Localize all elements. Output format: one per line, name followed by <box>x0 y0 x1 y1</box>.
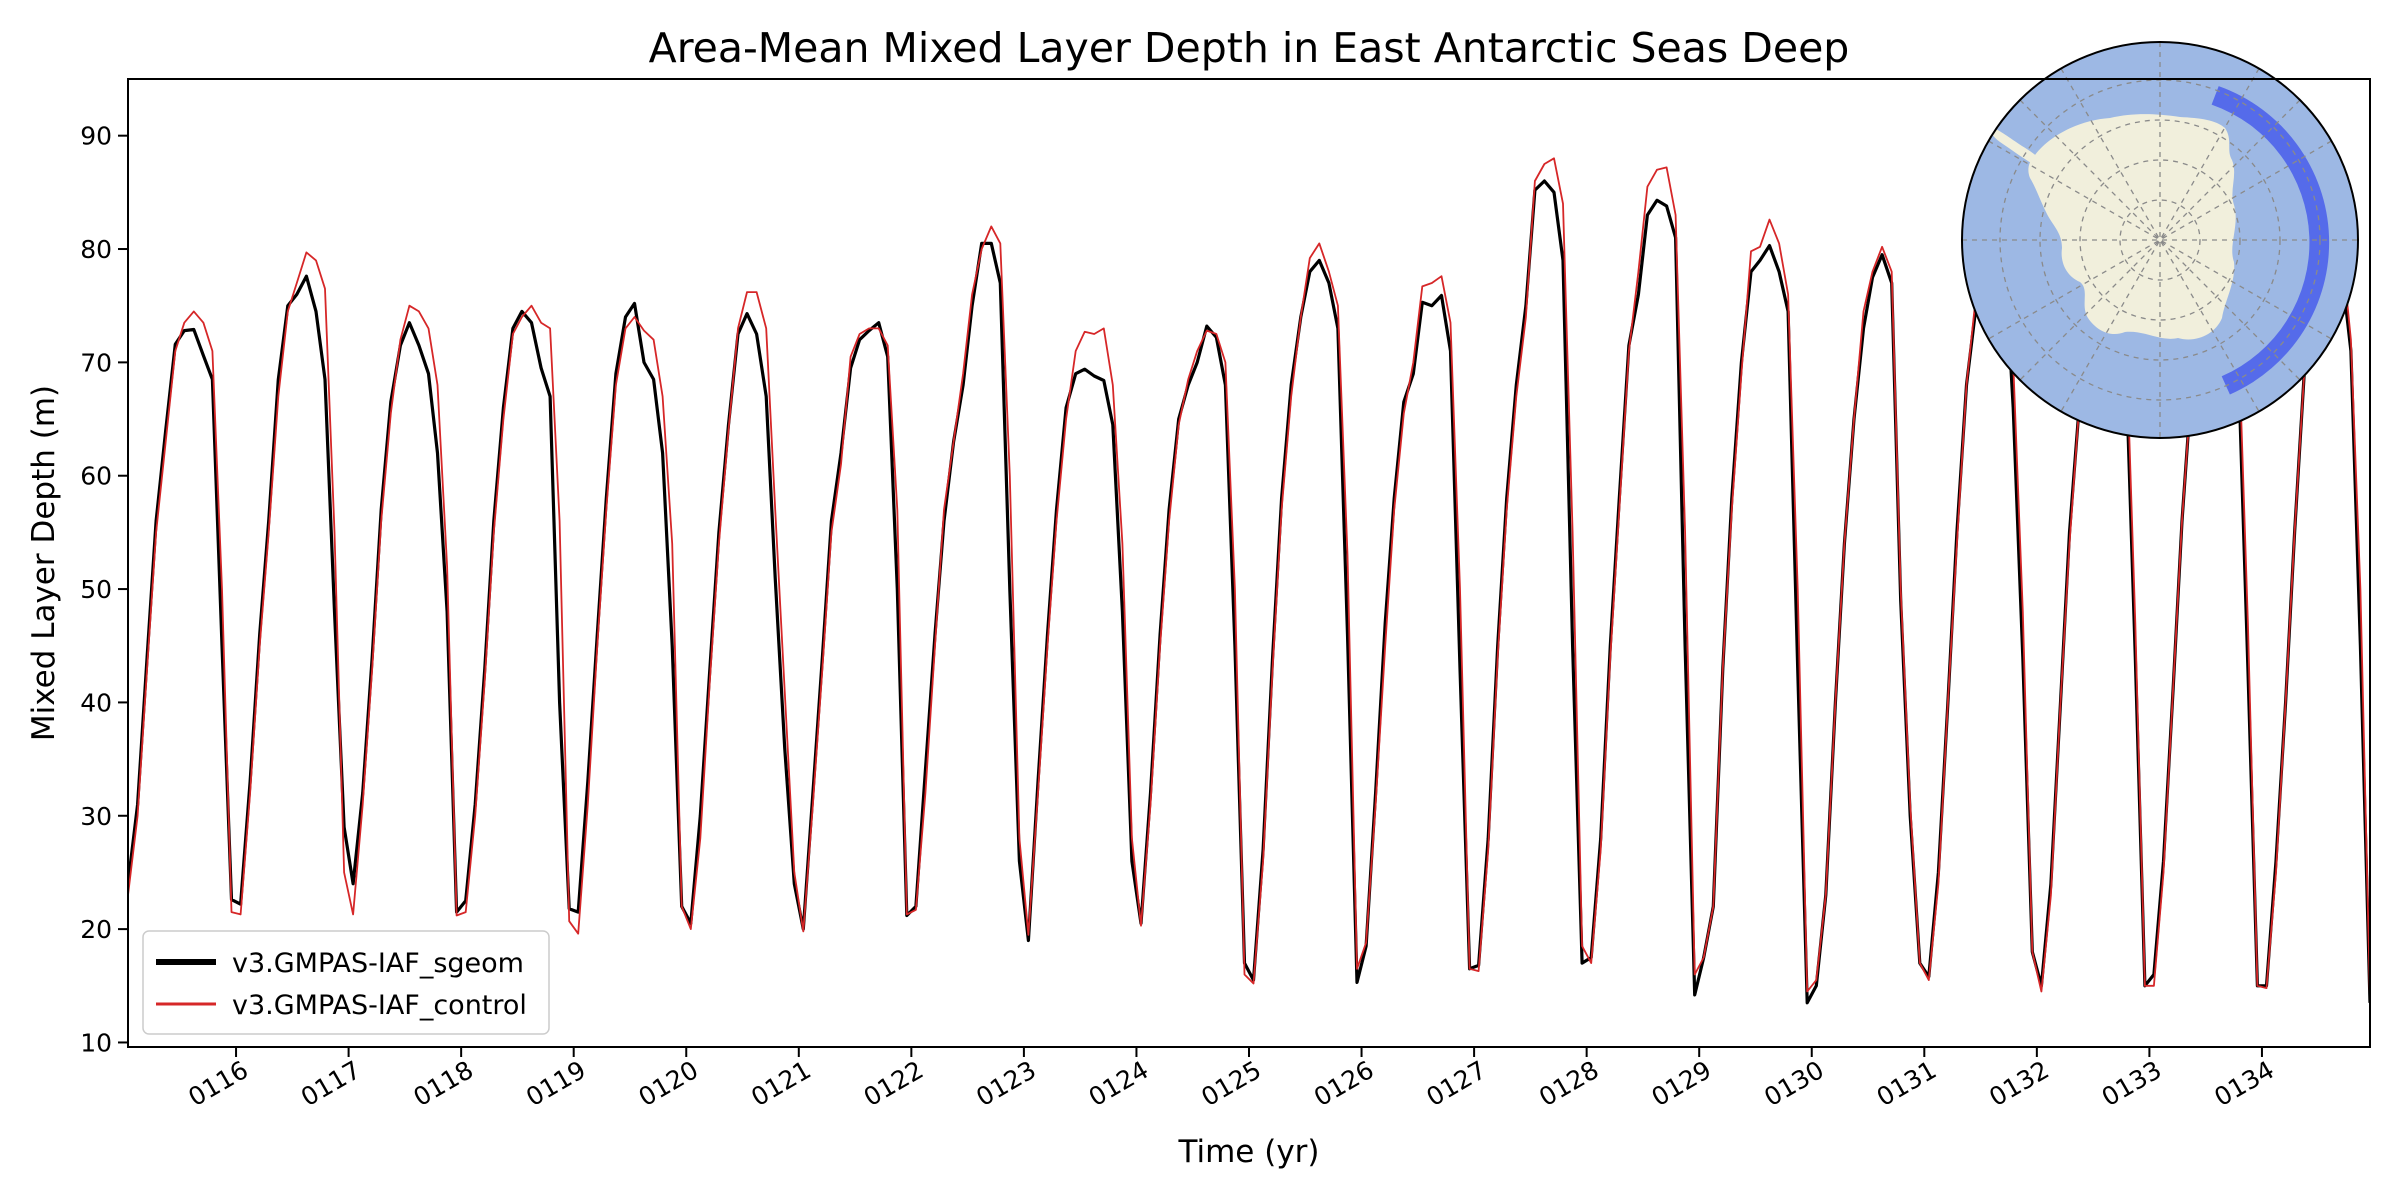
chart-title: Area-Mean Mixed Layer Depth in East Anta… <box>649 24 1850 72</box>
y-tick-label: 20 <box>80 915 112 944</box>
antarctic-peninsula <box>1990 127 2046 168</box>
y-tick-label: 90 <box>80 122 112 151</box>
y-tick-label: 40 <box>80 688 112 717</box>
y-tick-label: 60 <box>80 462 112 491</box>
antarctica-land <box>2028 114 2236 340</box>
inset-border <box>1961 41 2359 439</box>
x-axis-label: Time (yr) <box>1178 1134 1320 1170</box>
legend-label-sgeom: v3.GMPAS-IAF_sgeom <box>232 948 524 979</box>
inset-map <box>1961 41 2359 439</box>
legend-box <box>142 930 550 1035</box>
y-tick-label: 30 <box>80 802 112 831</box>
y-tick-label: 80 <box>80 235 112 264</box>
legend: v3.GMPAS-IAF_sgeom v3.GMPAS-IAF_control <box>142 930 550 1035</box>
y-axis-label: Mixed Layer Depth (m) <box>26 385 62 741</box>
y-tick-label: 50 <box>80 575 112 604</box>
y-tick-label: 10 <box>80 1028 112 1057</box>
legend-label-control: v3.GMPAS-IAF_control <box>232 990 527 1021</box>
y-tick-label: 70 <box>80 348 112 377</box>
